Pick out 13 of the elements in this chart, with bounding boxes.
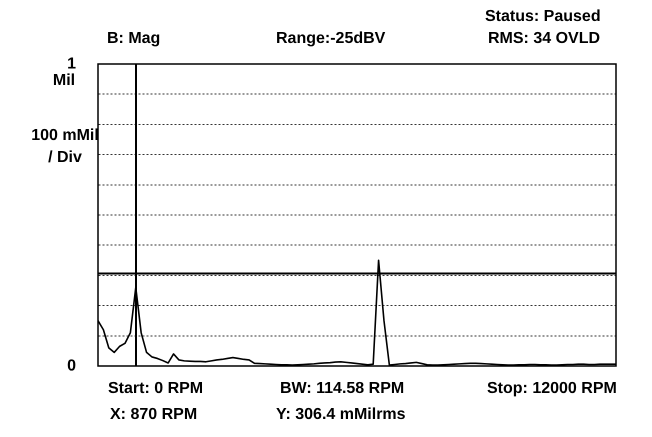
text: BW: 114.58 RPM [280,380,404,398]
y-tick-label: 0 [67,357,76,374]
text: Stop: 12000 RPM [487,380,617,398]
text: B: Mag [107,30,160,48]
text: RMS: 34 OVLD [488,30,600,48]
text: Status: Paused [485,8,601,26]
annotation: 100 mMil / Div [30,126,100,168]
text: Start: 0 RPM [108,380,204,398]
text: Range:-25dBV [276,30,386,48]
text: Y: 306.4 mMilrms [276,406,406,424]
y-tick-label: 1 [67,55,76,72]
text: X: 870 RPM [110,406,198,424]
y-axis-title: Mil [52,72,76,90]
